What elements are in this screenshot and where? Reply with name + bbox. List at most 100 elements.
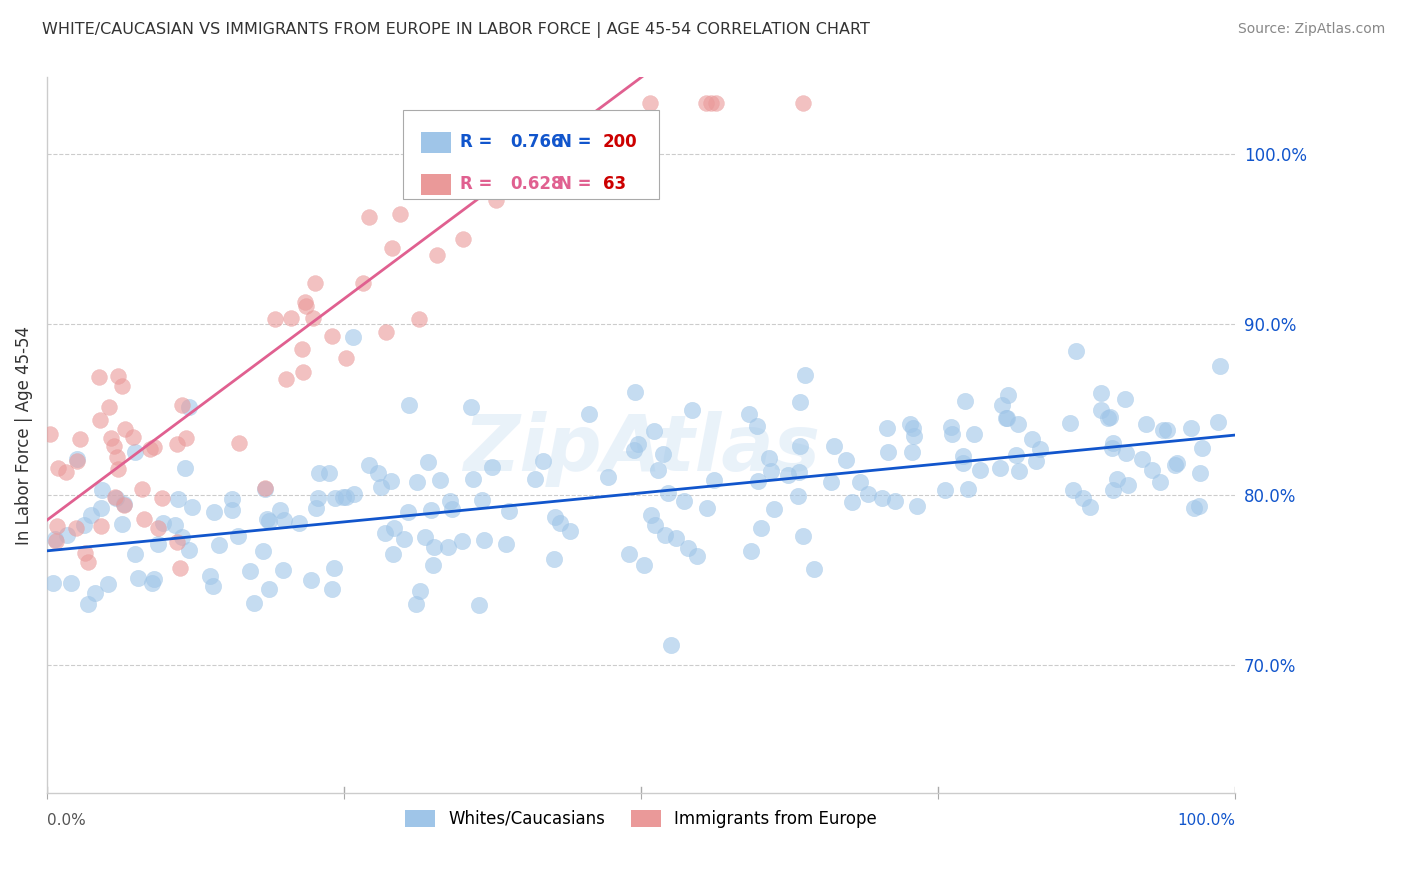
Text: 63: 63 bbox=[603, 175, 626, 193]
Point bbox=[408, 312, 430, 326]
Point bbox=[307, 491, 329, 505]
Point bbox=[55, 465, 77, 479]
Point bbox=[623, 442, 645, 457]
Point bbox=[257, 514, 280, 528]
Point bbox=[1180, 421, 1202, 435]
Point bbox=[39, 427, 62, 442]
Point bbox=[856, 487, 879, 501]
Point bbox=[110, 379, 132, 393]
Point bbox=[221, 491, 243, 506]
Point bbox=[738, 407, 761, 421]
Point bbox=[905, 499, 928, 513]
Point bbox=[398, 505, 420, 519]
Point bbox=[66, 453, 89, 467]
Point bbox=[169, 561, 191, 575]
Point bbox=[997, 388, 1019, 402]
Point bbox=[471, 492, 494, 507]
Point bbox=[952, 456, 974, 470]
Point bbox=[208, 538, 231, 552]
Point bbox=[988, 461, 1011, 475]
Point bbox=[359, 458, 381, 473]
Text: R =: R = bbox=[460, 133, 494, 151]
Point bbox=[228, 529, 250, 543]
Point bbox=[104, 490, 127, 504]
Point bbox=[437, 540, 460, 554]
Point bbox=[841, 495, 863, 509]
Point bbox=[335, 351, 357, 365]
Point bbox=[332, 491, 354, 505]
Point bbox=[370, 480, 392, 494]
Point bbox=[453, 232, 475, 246]
Point bbox=[367, 466, 389, 480]
Point bbox=[66, 452, 89, 467]
Point bbox=[409, 584, 432, 599]
Point bbox=[704, 95, 727, 110]
Point bbox=[472, 533, 495, 547]
Point bbox=[1114, 392, 1136, 407]
Point bbox=[100, 431, 122, 445]
Point bbox=[264, 312, 287, 326]
Point bbox=[200, 569, 222, 583]
Point bbox=[792, 95, 814, 110]
Point bbox=[939, 420, 962, 434]
Point bbox=[876, 421, 898, 435]
Point bbox=[627, 437, 650, 451]
Point bbox=[1097, 410, 1119, 425]
Point bbox=[114, 422, 136, 436]
Point bbox=[1078, 500, 1101, 515]
Point bbox=[80, 508, 103, 523]
Point bbox=[1209, 359, 1232, 374]
Point bbox=[1152, 424, 1174, 438]
Text: R =: R = bbox=[460, 175, 494, 193]
FancyBboxPatch shape bbox=[422, 132, 451, 153]
Point bbox=[406, 475, 429, 489]
Point bbox=[352, 276, 374, 290]
Point bbox=[176, 431, 198, 445]
Point bbox=[1135, 417, 1157, 431]
Point bbox=[792, 529, 814, 543]
Point bbox=[740, 543, 762, 558]
Point bbox=[1132, 452, 1154, 467]
Point bbox=[952, 449, 974, 463]
Point bbox=[696, 500, 718, 515]
Point bbox=[111, 516, 134, 531]
Point bbox=[544, 510, 567, 524]
Point bbox=[291, 342, 314, 356]
Point bbox=[177, 542, 200, 557]
Text: WHITE/CAUCASIAN VS IMMIGRANTS FROM EUROPE IN LABOR FORCE | AGE 45-54 CORRELATION: WHITE/CAUCASIAN VS IMMIGRANTS FROM EUROP… bbox=[42, 22, 870, 38]
Point bbox=[382, 547, 405, 561]
Point bbox=[152, 516, 174, 531]
Point bbox=[295, 299, 318, 313]
Point bbox=[104, 491, 127, 506]
Point bbox=[422, 541, 444, 555]
Point bbox=[87, 369, 110, 384]
Point bbox=[640, 508, 662, 522]
Point bbox=[335, 490, 357, 504]
Text: 100.0%: 100.0% bbox=[1177, 814, 1236, 828]
Point bbox=[1206, 415, 1229, 429]
Point bbox=[685, 549, 707, 563]
Point bbox=[342, 330, 364, 344]
Point bbox=[170, 530, 193, 544]
Point bbox=[953, 393, 976, 408]
Point bbox=[398, 398, 420, 412]
Point bbox=[903, 429, 925, 443]
Text: 0.0%: 0.0% bbox=[46, 814, 86, 828]
Point bbox=[1028, 442, 1050, 457]
Point bbox=[647, 463, 669, 477]
Point bbox=[201, 579, 224, 593]
Point bbox=[375, 325, 398, 339]
Point bbox=[747, 419, 769, 434]
Point bbox=[898, 417, 921, 431]
Point bbox=[107, 368, 129, 383]
Point bbox=[654, 528, 676, 542]
Point bbox=[749, 521, 772, 535]
Point bbox=[624, 385, 647, 400]
Point bbox=[1102, 436, 1125, 450]
Point bbox=[558, 524, 581, 538]
Point bbox=[941, 426, 963, 441]
Point bbox=[441, 502, 464, 516]
Point bbox=[703, 473, 725, 487]
Point bbox=[700, 95, 723, 110]
Point bbox=[323, 491, 346, 506]
